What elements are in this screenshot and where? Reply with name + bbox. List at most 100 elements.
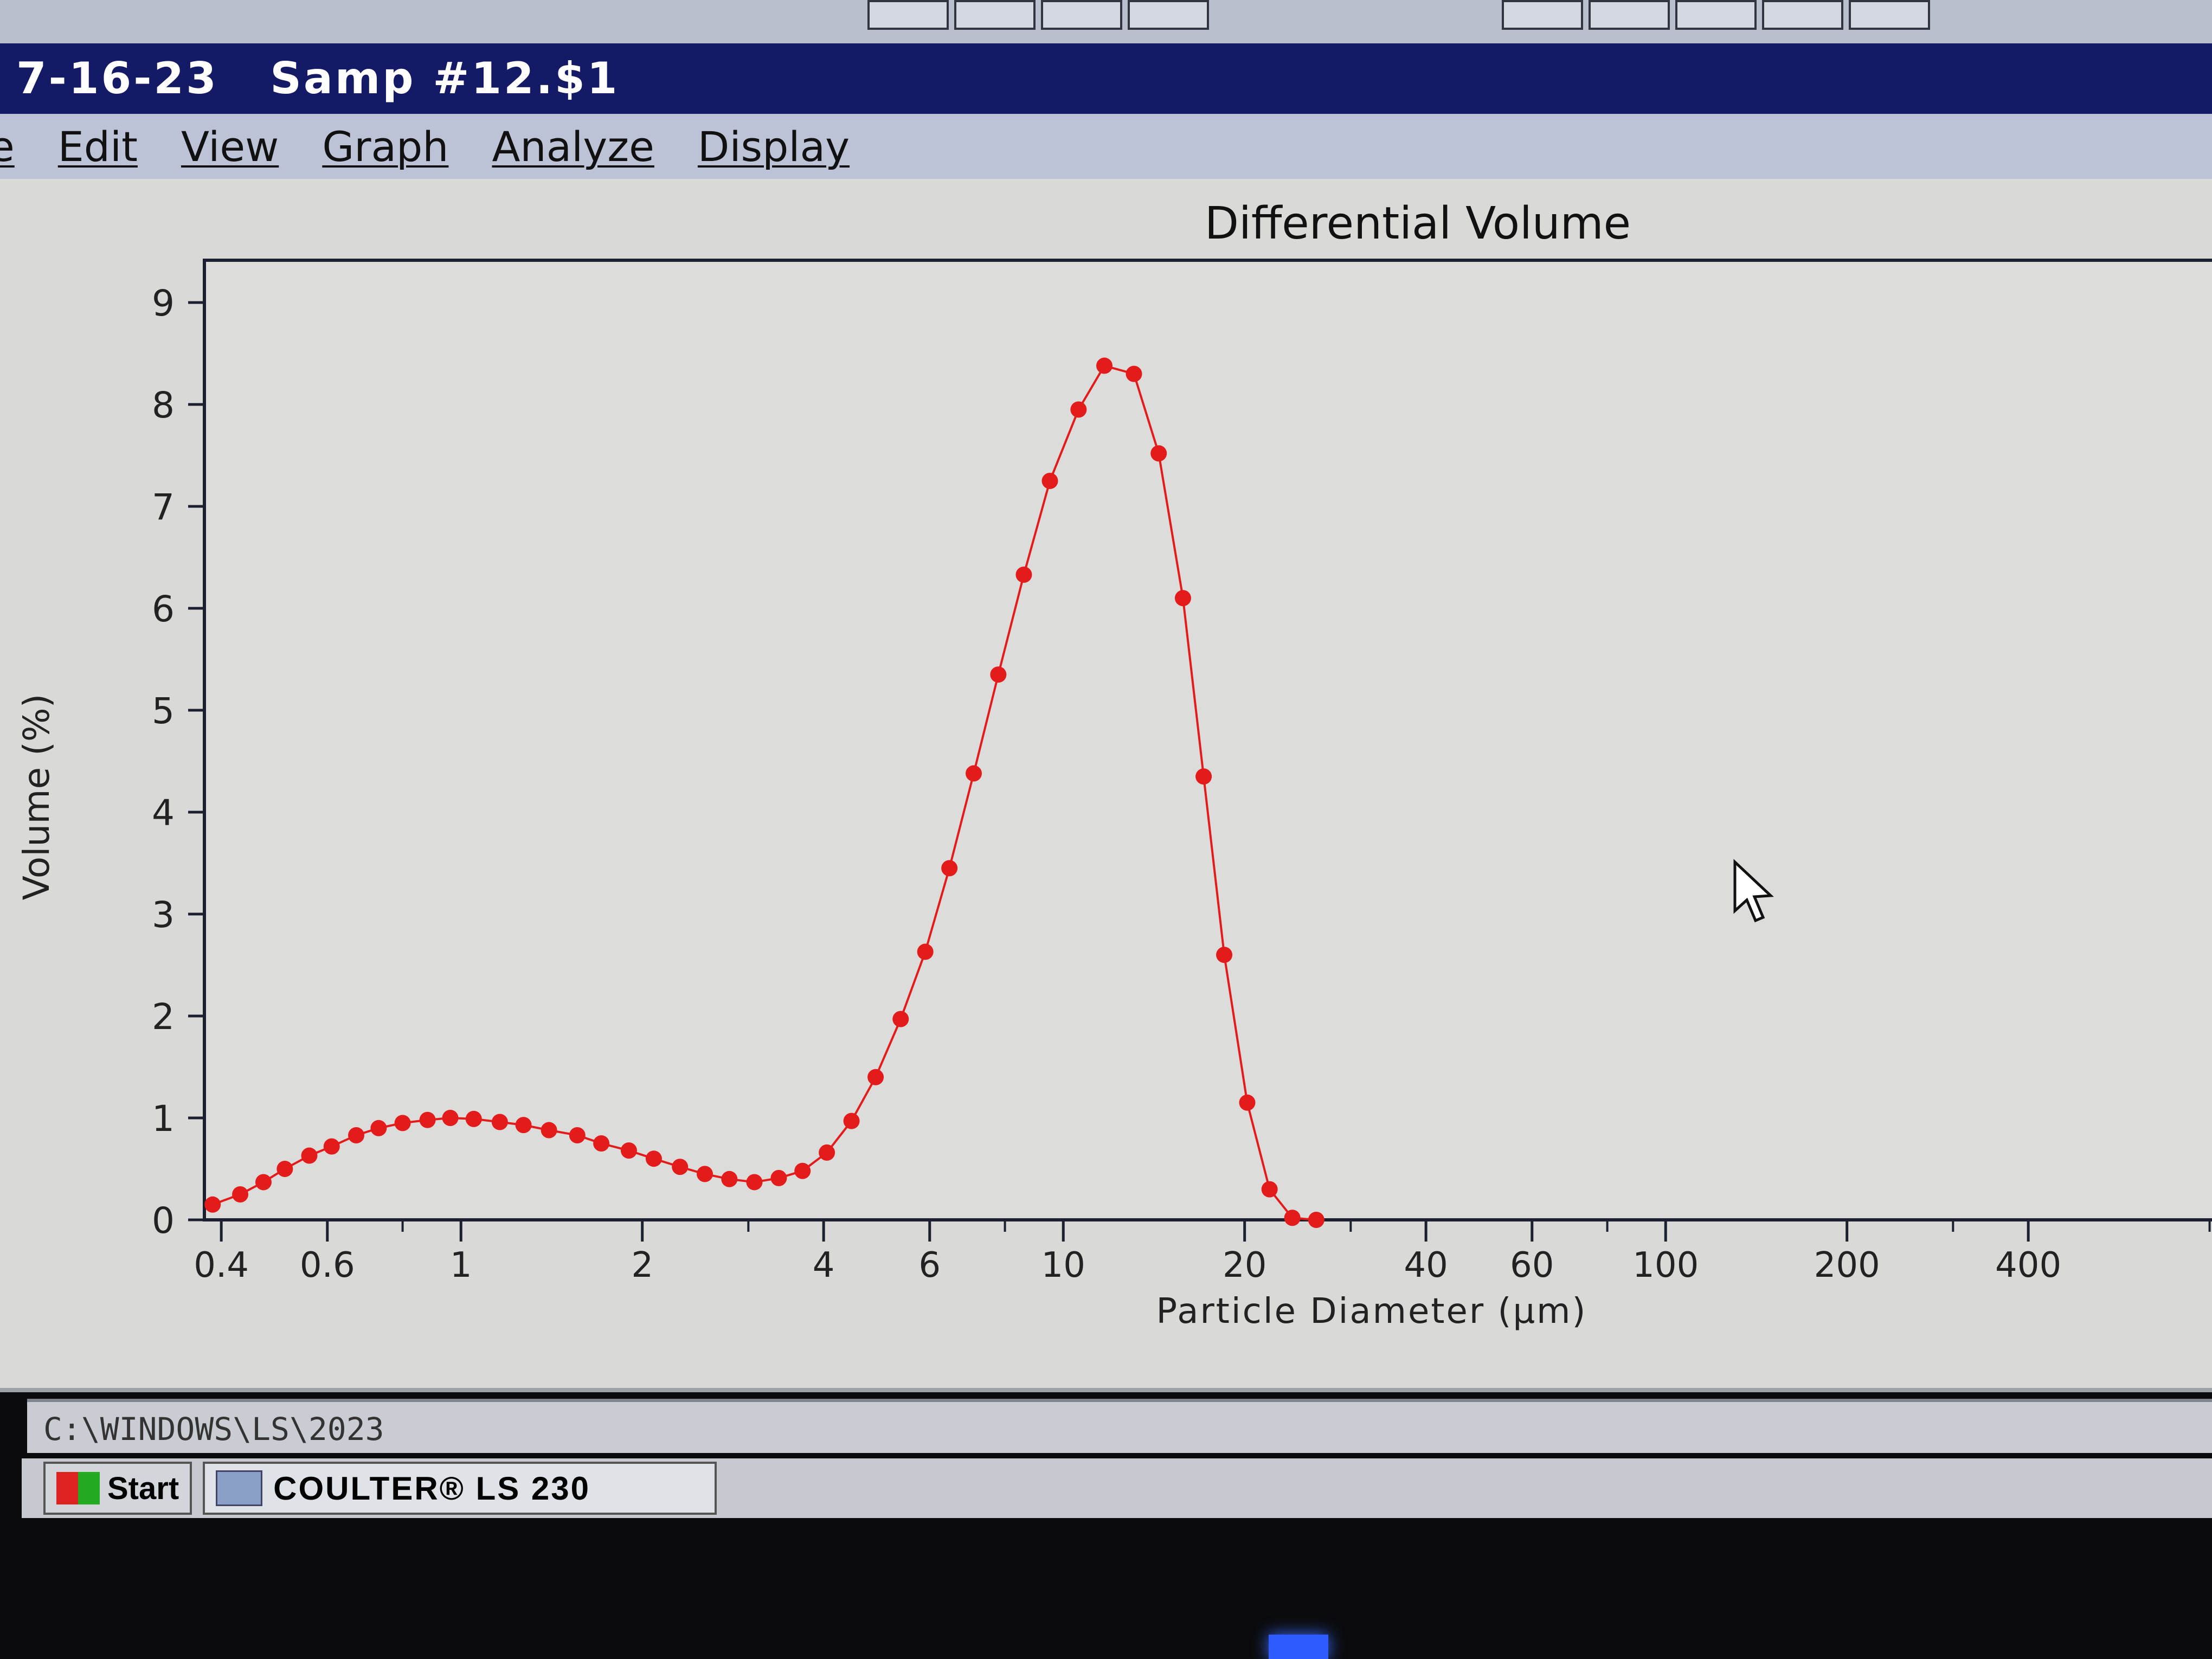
x-tick-label: 100 [1632,1245,1699,1285]
window-title-bar: 7-16-23 Samp #12.$1 [0,43,2212,114]
y-tick-label: 1 [152,1098,175,1140]
data-point [965,765,982,782]
y-tick-label: 0 [152,1200,175,1242]
data-point [442,1110,459,1126]
y-tick-label: 6 [152,588,175,630]
chart-panel: Differential Volume Particle Diameter (μ… [0,179,2212,1392]
data-point [867,1069,884,1085]
y-tick-label: 4 [152,792,175,834]
data-point [394,1115,411,1131]
data-point [1216,947,1233,963]
data-point [941,860,958,877]
data-point [255,1174,272,1191]
differential-volume-chart: Differential Volume Particle Diameter (μ… [16,198,2212,1332]
x-tick-label: 4 [813,1245,835,1285]
toolbar-button[interactable] [867,0,949,30]
data-point [672,1159,689,1175]
mouse-cursor-icon [1733,859,1774,923]
data-point [794,1162,811,1179]
data-point [892,1011,909,1027]
maximize-button[interactable] [1762,0,1843,30]
data-point [370,1120,387,1136]
x-tick-label: 40 [1404,1245,1448,1285]
toolbar-button[interactable] [1041,0,1122,30]
data-point [232,1186,249,1203]
minimize-button[interactable] [1675,0,1757,30]
data-point [1096,357,1113,374]
taskbar: Start COULTER® LS 230 [22,1458,2212,1518]
window-title: 7-16-23 Samp #12.$1 [16,53,620,104]
windows-logo-icon [56,1472,100,1504]
x-tick-label: 200 [1814,1245,1880,1285]
y-tick-label: 9 [152,282,175,324]
plot-frame [203,259,2212,1221]
x-tick-label: 0.4 [194,1245,249,1285]
x-axis-label: Particle Diameter (μm) [1156,1291,1587,1332]
data-point [491,1114,508,1130]
data-point [1261,1181,1278,1198]
start-label: Start [107,1470,179,1506]
data-point [990,666,1007,683]
data-point [1070,401,1087,418]
x-tick-label: 10 [1041,1245,1085,1285]
start-button[interactable]: Start [43,1462,192,1515]
toolbar-button[interactable] [1502,0,1583,30]
data-point [301,1147,318,1164]
x-tick-label: 20 [1223,1245,1266,1285]
app-icon [216,1470,263,1506]
menu-bar: e Edit View Graph Analyze Display [0,114,2212,179]
series-line-XC [212,364,1316,1221]
data-point [746,1174,763,1191]
monitor-power-led [1269,1635,1328,1659]
chart-title: Differential Volume [1205,198,1631,249]
data-point [1174,590,1191,607]
window-controls [1502,0,1930,33]
y-tick-label: 3 [152,894,175,936]
x-tick-label: 6 [918,1245,941,1285]
data-point [645,1150,662,1167]
data-point [1015,566,1032,583]
toolbar-button[interactable] [954,0,1036,30]
data-point [515,1117,532,1134]
toolbar-button[interactable] [1128,0,1209,30]
data-point [697,1166,713,1182]
x-tick-label: 2 [631,1245,653,1285]
data-point [1126,365,1142,382]
x-tick-label: 0.6 [300,1245,355,1285]
data-point [204,1196,221,1213]
taskbar-app-coulter[interactable]: COULTER® LS 230 [203,1462,717,1515]
data-point [1150,445,1167,462]
data-point [721,1171,738,1187]
data-point [1041,473,1058,489]
data-point [843,1113,860,1129]
x-tick-label: 1 [450,1245,472,1285]
data-point [323,1138,340,1155]
data-point [819,1144,835,1161]
menu-edit[interactable]: Edit [57,122,138,171]
data-point [465,1110,482,1127]
data-point [541,1122,557,1139]
data-point [620,1142,637,1159]
monitor-top-strip [0,0,2212,43]
data-point [593,1135,610,1152]
menu-file[interactable]: e [0,122,15,171]
data-point [1308,1212,1324,1228]
data-point [276,1161,293,1177]
data-point [1195,768,1212,785]
x-tick-label: 60 [1510,1245,1554,1285]
data-point [1239,1094,1256,1111]
menu-graph[interactable]: Graph [322,122,449,171]
menu-view[interactable]: View [181,122,279,171]
menu-display[interactable]: Display [697,122,850,171]
toolbar-button[interactable] [1589,0,1670,30]
menu-analyze[interactable]: Analyze [492,122,654,171]
data-point [917,943,934,960]
data-point [348,1127,365,1143]
x-tick-label: 400 [1995,1245,2061,1285]
data-point [1284,1210,1301,1226]
toolbar-buttons [867,0,1209,33]
close-button[interactable] [1849,0,1930,30]
y-tick-label: 5 [152,690,175,732]
status-bar: C:\WINDOWS\LS\2023 [27,1399,2212,1453]
data-point [770,1169,787,1186]
